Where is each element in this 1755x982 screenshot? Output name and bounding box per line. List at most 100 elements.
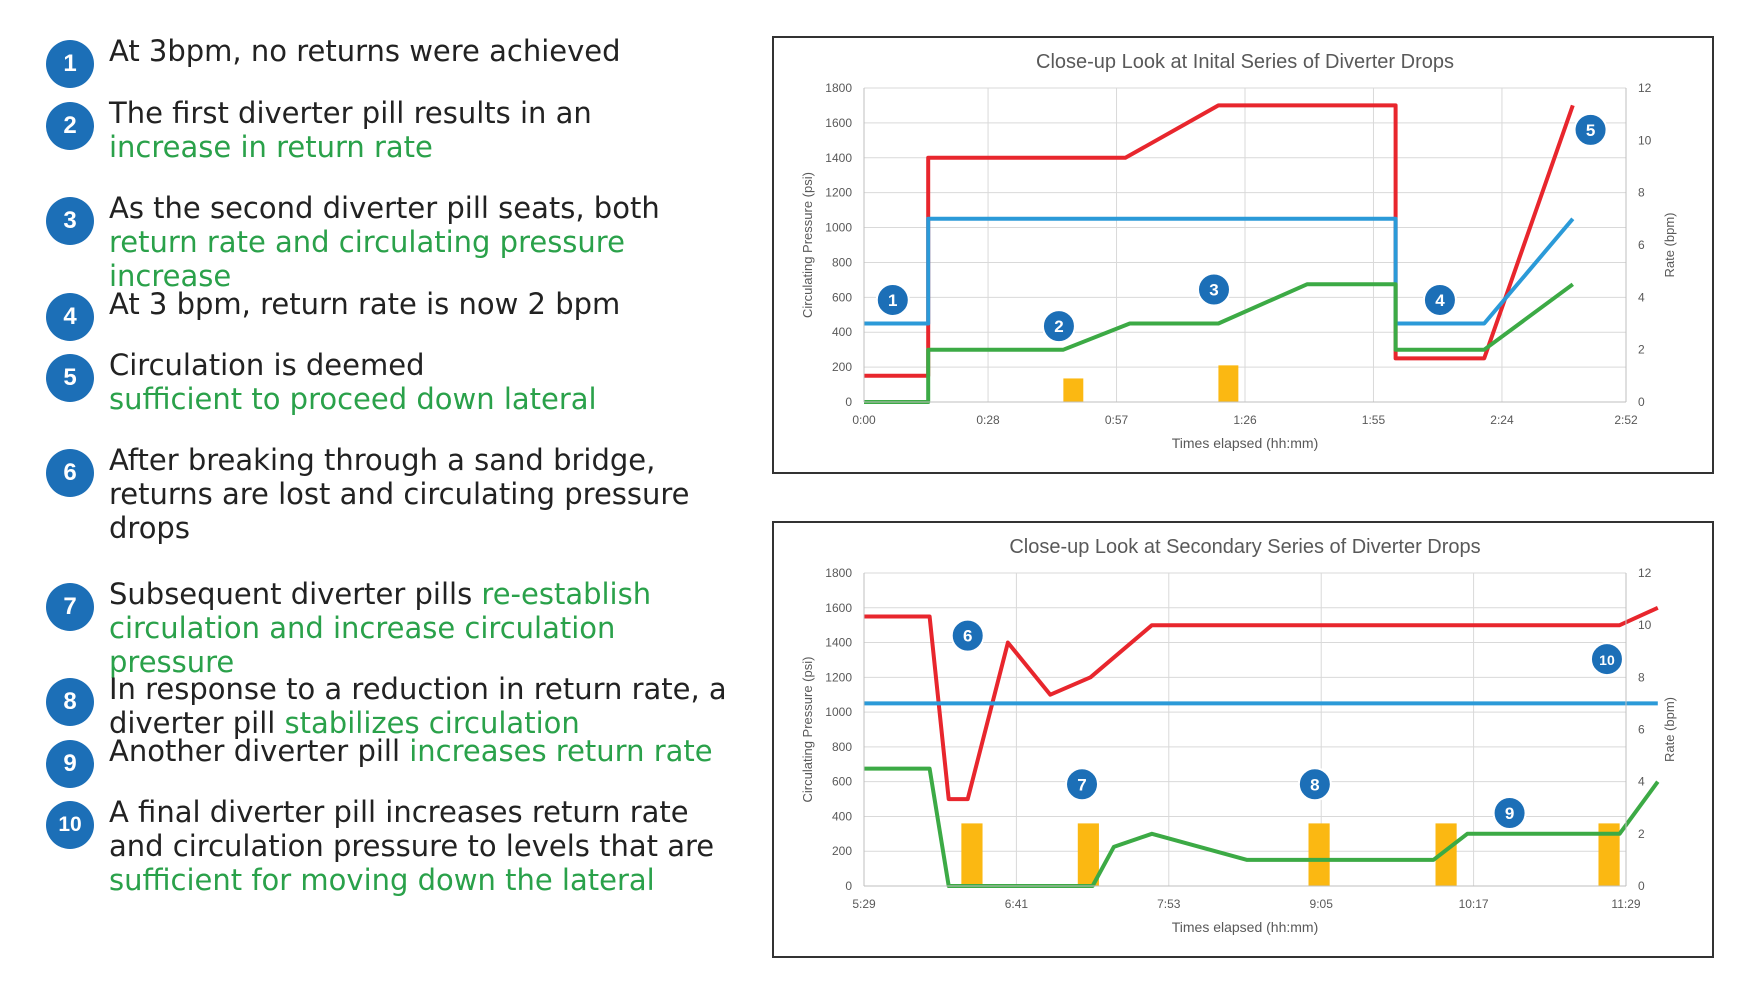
y-tick-label: 600 (832, 775, 852, 789)
y2-tick-label: 2 (1638, 827, 1645, 841)
y2-axis-label: Rate (bpm) (1662, 697, 1677, 762)
step-marker-label: 10 (1599, 652, 1615, 668)
y-tick-label: 400 (832, 325, 852, 339)
diverter-pill-bar (1308, 823, 1330, 886)
x-tick-label: 0:00 (852, 413, 876, 427)
diverter-pill-bar (1435, 823, 1457, 886)
diverter-pill-bar (1598, 823, 1620, 886)
step-marker-label: 9 (1505, 804, 1514, 823)
step-text: Circulation is deemed sufficient to proce… (109, 348, 749, 416)
x-axis-label: Times elapsed (hh:mm) (1172, 919, 1319, 935)
series-line-return-rate (864, 766, 1660, 888)
y2-tick-label: 0 (1638, 395, 1645, 409)
step-text-part: returns are lost and circulating pressur… (109, 477, 690, 511)
y-axis-label: Circulating Pressure (psi) (800, 657, 815, 803)
step-marker-label: 6 (963, 627, 972, 646)
y2-tick-label: 4 (1638, 290, 1645, 304)
x-axis-label: Times elapsed (hh:mm) (1172, 435, 1319, 451)
y-tick-label: 200 (832, 360, 852, 374)
step-number-badge: 4 (46, 293, 94, 341)
step-marker (1573, 112, 1608, 147)
y2-tick-label: 6 (1638, 238, 1645, 252)
y2-tick-label: 12 (1638, 81, 1652, 95)
x-tick-label: 2:52 (1614, 413, 1638, 427)
step-number-badge: 9 (46, 740, 94, 788)
step-text-part: A final diverter pill increases return r… (109, 795, 689, 829)
series-line-pressure (864, 103, 1575, 378)
y-tick-label: 1200 (825, 186, 852, 200)
step-marker-label: 1 (888, 291, 897, 310)
step-marker (1589, 642, 1624, 677)
step-text-part: Circulation is deemed (109, 348, 425, 382)
series-line-pump-rate (864, 216, 1575, 326)
step-marker (1422, 282, 1457, 317)
step-text-highlight: circulation and increase circulation pre… (109, 611, 616, 679)
step-number-badge: 1 (46, 40, 94, 88)
y2-axis-label: Rate (bpm) (1662, 212, 1677, 277)
step-number-badge: 10 (46, 801, 94, 849)
step-text-part: At 3 bpm, return rate is now 2 bpm (109, 287, 621, 321)
step-text: At 3 bpm, return rate is now 2 bpm (109, 287, 749, 321)
chart-initial-series-svg: Close-up Look at Inital Series of Divert… (800, 51, 1677, 451)
y-tick-label: 800 (832, 740, 852, 754)
y-tick-label: 600 (832, 290, 852, 304)
series-line-pressure (864, 605, 1659, 802)
step-marker-label: 2 (1054, 317, 1063, 336)
step-marker (1065, 767, 1100, 802)
chart-title: Close-up Look at Inital Series of Divert… (1036, 51, 1454, 73)
step-text-part: After breaking through a sand bridge, (109, 443, 656, 477)
step-text-part: Another diverter pill (109, 734, 410, 768)
step-text-highlight: sufficient for moving down the lateral (109, 863, 655, 897)
y-tick-label: 1200 (825, 670, 852, 684)
x-tick-label: 1:55 (1362, 413, 1386, 427)
y-tick-label: 0 (845, 395, 852, 409)
step-marker-label: 8 (1310, 775, 1319, 794)
y-tick-label: 1800 (825, 81, 852, 95)
step-text: Another diverter pill increases return r… (109, 734, 749, 768)
x-tick-label: 10:17 (1459, 897, 1489, 911)
step-text: In response to a reduction in return rat… (109, 672, 749, 740)
y-tick-label: 1600 (825, 601, 852, 615)
step-marker (1196, 272, 1231, 307)
y-tick-label: 1800 (825, 566, 852, 580)
step-number-badge: 6 (46, 449, 94, 497)
y-tick-label: 400 (832, 809, 852, 823)
step-number-badge: 8 (46, 678, 94, 726)
y2-tick-label: 10 (1638, 618, 1652, 632)
y2-tick-label: 8 (1638, 670, 1645, 684)
step-text-highlight: sufficient to proceed down lateral (109, 382, 597, 416)
step-number-badge: 2 (46, 102, 94, 150)
step-marker-label: 5 (1586, 121, 1595, 140)
step-text-part: drops (109, 511, 190, 545)
step-text-part: The first diverter pill results in an (109, 96, 592, 130)
y-tick-label: 1400 (825, 636, 852, 650)
chart-secondary-series-svg: Close-up Look at Secondary Series of Div… (800, 536, 1677, 935)
diverter-pill-bar (1077, 823, 1099, 886)
x-tick-label: 9:05 (1310, 897, 1334, 911)
step-text: The first diverter pill results in an inc… (109, 96, 749, 164)
x-tick-label: 5:29 (852, 897, 876, 911)
step-marker (1492, 795, 1527, 830)
chart-secondary-series: Close-up Look at Secondary Series of Div… (772, 521, 1714, 958)
step-number-badge: 3 (46, 197, 94, 245)
y2-tick-label: 12 (1638, 566, 1652, 580)
y-tick-label: 1400 (825, 151, 852, 165)
step-marker-label: 7 (1077, 775, 1086, 794)
step-text: After breaking through a sand bridge, ret… (109, 443, 749, 545)
step-text: A final diverter pill increases return r… (109, 795, 749, 897)
step-text: At 3bpm, no returns were achieved (109, 34, 749, 68)
y-tick-label: 1000 (825, 705, 852, 719)
step-marker (1041, 309, 1076, 344)
step-text-highlight: stabilizes circulation (284, 706, 580, 740)
y-axis-label: Circulating Pressure (psi) (800, 172, 815, 318)
x-tick-label: 7:53 (1157, 897, 1181, 911)
step-marker (1297, 767, 1332, 802)
step-text-part: In response to a reduction in return rat… (109, 672, 727, 706)
step-text-part: diverter pill (109, 706, 285, 740)
y2-tick-label: 6 (1638, 723, 1645, 737)
y-tick-label: 1000 (825, 221, 852, 235)
step-text-highlight: increases return rate (409, 734, 713, 768)
y-tick-label: 800 (832, 255, 852, 269)
x-tick-label: 2:24 (1490, 413, 1514, 427)
series-line-return-rate (864, 282, 1574, 404)
